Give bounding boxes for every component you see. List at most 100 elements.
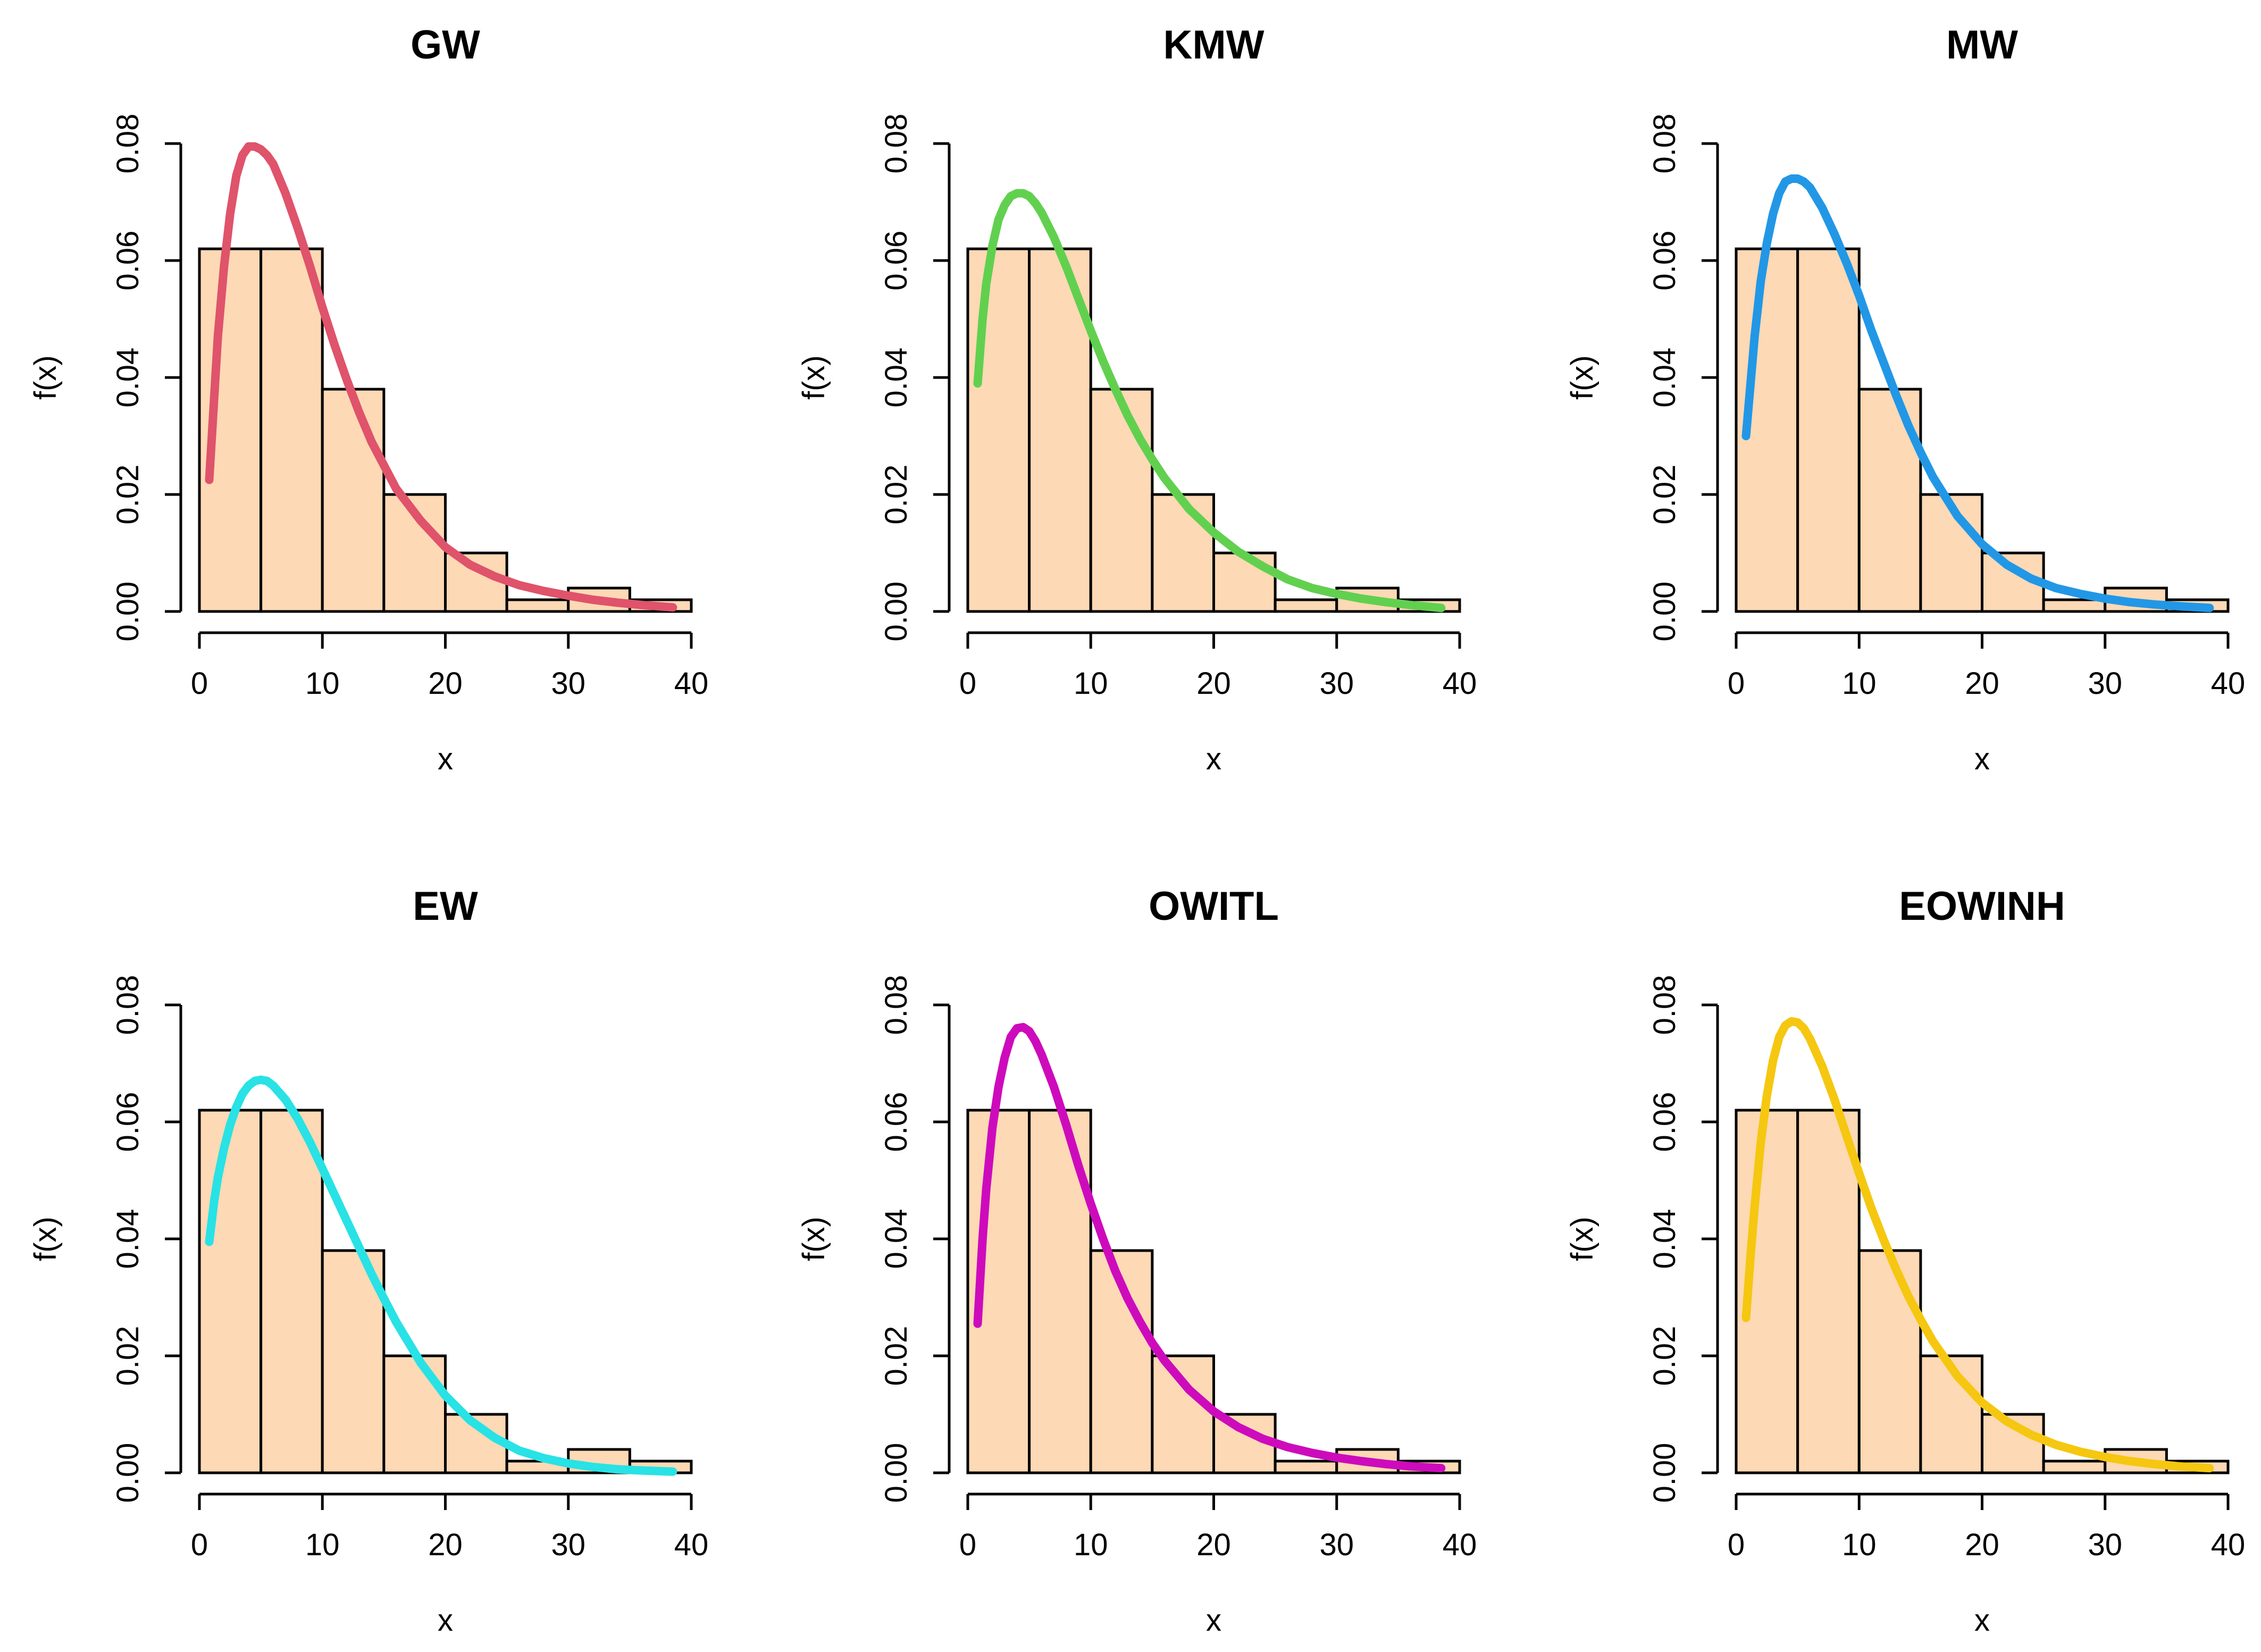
x-tick-label: 40 — [674, 1528, 709, 1562]
x-tick-label: 30 — [551, 666, 585, 701]
y-tick-label: 0.04 — [1647, 1209, 1682, 1269]
panel-title: GW — [411, 22, 480, 68]
y-tick-label: 0.04 — [111, 1209, 145, 1269]
y-tick-label: 0.06 — [879, 231, 914, 291]
x-tick-label: 10 — [1842, 666, 1877, 701]
y-tick-label: 0.06 — [111, 1092, 145, 1152]
y-axis-label: f(x) — [1565, 1217, 1600, 1261]
x-tick-label: 20 — [428, 666, 463, 701]
y-axis-label: f(x) — [797, 1217, 831, 1261]
y-tick-label: 0.02 — [111, 1326, 145, 1386]
y-tick-label: 0.00 — [111, 1443, 145, 1503]
histogram-bar — [966, 247, 1031, 613]
y-tick-label: 0.04 — [879, 348, 914, 408]
panel-owitl: OWITL 0 10 20 30 40 x 0.00 0.02 0.04 0.06 0.08 f(x) — [797, 884, 1477, 1638]
histogram-bar — [198, 1109, 263, 1474]
y-tick-label: 0.02 — [111, 465, 145, 525]
y-tick-label: 0.08 — [879, 975, 914, 1035]
density-curve — [1741, 1017, 2214, 1473]
y-axis-label: f(x) — [1565, 355, 1600, 400]
density-curve — [973, 1022, 1446, 1473]
panel-gw: GW 0 10 20 30 40 x 0.00 0.02 0.04 0.06 0.08 f(x) — [28, 22, 708, 776]
x-tick-label: 20 — [1196, 1528, 1231, 1562]
y-tick-label: 0.08 — [879, 114, 914, 174]
x-tick-label: 20 — [1196, 666, 1231, 701]
x-tick-label: 10 — [1074, 666, 1108, 701]
y-tick-label: 0.02 — [879, 465, 914, 525]
histogram-bar — [1796, 247, 1861, 613]
x-tick-label: 30 — [2088, 1528, 2122, 1562]
histogram-bar — [1274, 1460, 1338, 1474]
panel-mw: MW 0 10 20 30 40 x 0.00 0.02 0.04 0.06 0.08 f(x) — [1565, 22, 2245, 776]
y-tick-label: 0.02 — [1647, 1326, 1682, 1386]
x-axis-label: x — [438, 1603, 453, 1638]
density-curve — [1741, 174, 2214, 613]
panel-title: OWITL — [1149, 884, 1279, 929]
panel-ew: EW 0 10 20 30 40 x 0.00 0.02 0.04 0.06 0.08 f(x) — [28, 884, 708, 1638]
y-axis-label: f(x) — [28, 355, 63, 400]
y-tick-label: 0.00 — [1647, 582, 1682, 642]
x-axis-label: x — [1974, 1603, 1990, 1638]
y-tick-label: 0.04 — [1647, 348, 1682, 408]
x-tick-label: 40 — [674, 666, 709, 701]
histogram-bar — [382, 1354, 447, 1474]
x-axis-label: x — [1974, 742, 1990, 776]
histogram-bar — [259, 247, 324, 613]
panel-kmw: KMW 0 10 20 30 40 x 0.00 0.02 0.04 0.06 0.08 f(x) — [797, 22, 1477, 776]
x-tick-label: 40 — [1443, 1528, 1477, 1562]
y-tick-label: 0.00 — [879, 582, 914, 642]
y-tick-label: 0.06 — [111, 231, 145, 291]
histogram-bar — [1151, 1354, 1215, 1474]
histogram-bar — [505, 598, 570, 613]
x-tick-label: 0 — [191, 1528, 208, 1562]
x-tick-label: 40 — [1443, 666, 1477, 701]
y-tick-label: 0.08 — [111, 114, 145, 174]
y-tick-label: 0.06 — [1647, 1092, 1682, 1152]
y-tick-label: 0.00 — [111, 582, 145, 642]
panel-title: EW — [413, 884, 478, 929]
y-tick-label: 0.06 — [1647, 231, 1682, 291]
x-tick-label: 0 — [1728, 666, 1745, 701]
y-tick-label: 0.08 — [111, 975, 145, 1035]
x-axis-label: x — [1206, 742, 1221, 776]
y-tick-label: 0.00 — [879, 1443, 914, 1503]
x-tick-label: 40 — [2211, 1528, 2246, 1562]
histogram-bar — [1857, 1249, 1922, 1474]
histogram-bar — [259, 1109, 324, 1474]
histogram-bar — [1919, 1354, 1983, 1474]
histogram-bar — [1212, 551, 1277, 613]
histogram-bar — [444, 551, 508, 613]
density-curve — [205, 1075, 677, 1476]
y-axis-label: f(x) — [28, 1217, 63, 1261]
histogram-bar — [1151, 493, 1215, 613]
histogram-bar — [2042, 1460, 2107, 1474]
x-tick-label: 30 — [1319, 1528, 1354, 1562]
x-axis-label: x — [438, 742, 453, 776]
y-tick-label: 0.08 — [1647, 114, 1682, 174]
y-tick-label: 0.02 — [879, 1326, 914, 1386]
x-tick-label: 20 — [1965, 666, 1999, 701]
y-tick-label: 0.00 — [1647, 1443, 1682, 1503]
histogram-bar — [1796, 1109, 1861, 1474]
y-tick-label: 0.02 — [1647, 465, 1682, 525]
x-tick-label: 40 — [2211, 666, 2246, 701]
x-tick-label: 0 — [191, 666, 208, 701]
density-curve — [973, 189, 1446, 613]
panel-title: EOWINH — [1899, 884, 2065, 929]
x-axis-label: x — [1206, 1603, 1221, 1638]
x-tick-label: 10 — [1842, 1528, 1877, 1562]
y-tick-label: 0.04 — [879, 1209, 914, 1269]
x-tick-label: 10 — [305, 666, 340, 701]
histogram-bar — [321, 1249, 386, 1474]
y-tick-label: 0.04 — [111, 348, 145, 408]
x-tick-label: 0 — [1728, 1528, 1745, 1562]
y-axis-label: f(x) — [797, 355, 831, 400]
y-tick-label: 0.08 — [1647, 975, 1682, 1035]
density-curve — [205, 142, 677, 612]
x-tick-label: 30 — [1319, 666, 1354, 701]
x-tick-label: 10 — [1074, 1528, 1108, 1562]
x-tick-label: 10 — [305, 1528, 340, 1562]
histogram-bar — [1089, 388, 1154, 613]
panel-eowinh: EOWINH 0 10 20 30 40 x 0.00 0.02 0.04 0.06 0.08 f(x) — [1565, 884, 2245, 1638]
